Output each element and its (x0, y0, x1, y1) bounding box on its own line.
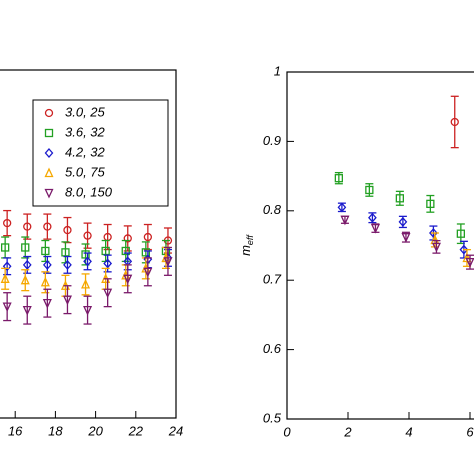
y-tick-label: 0.8 (263, 202, 282, 217)
y-tick-label: 0.7 (263, 272, 282, 287)
legend-label: 8.0, 150 (65, 184, 113, 199)
marker (370, 223, 380, 234)
marker (368, 212, 377, 223)
marker (40, 276, 50, 287)
marker (365, 185, 374, 195)
marker (429, 228, 438, 238)
marker (401, 233, 411, 243)
legend-marker (44, 128, 54, 138)
y-tick-label: 0.9 (263, 133, 281, 148)
legend-label: 4.2, 32 (65, 144, 106, 159)
marker (462, 252, 472, 263)
x-tick-label: 22 (128, 423, 144, 438)
plot-frame (286, 71, 474, 420)
marker (83, 231, 92, 240)
marker (123, 274, 133, 285)
legend-marker (44, 188, 54, 199)
marker (23, 222, 32, 231)
x-tick-label: 0 (283, 424, 291, 439)
marker (3, 218, 12, 228)
legend-box (32, 99, 169, 207)
marker (2, 261, 12, 272)
marker (163, 257, 173, 267)
marker (337, 202, 347, 213)
y-tick-label: 0.5 (263, 410, 282, 425)
x-tick-label: 18 (48, 423, 63, 438)
marker (340, 215, 350, 226)
legend-marker (44, 148, 54, 158)
marker (63, 259, 72, 270)
marker (398, 216, 408, 227)
legend-marker (44, 108, 54, 118)
marker (20, 274, 30, 285)
marker (101, 246, 110, 256)
marker (143, 232, 153, 242)
marker (41, 246, 50, 256)
x-tick-label: 2 (343, 424, 352, 439)
marker (22, 305, 32, 316)
marker (395, 194, 405, 203)
x-tick-label: 4 (405, 424, 412, 439)
marker (61, 248, 70, 257)
legend-label: 3.0, 25 (65, 104, 106, 119)
marker (81, 250, 90, 259)
y-axis-label-sub: eff (245, 234, 255, 246)
marker (81, 278, 91, 289)
x-tick-label: 16 (8, 423, 23, 438)
y-tick-label: 0.6 (263, 341, 282, 356)
y-tick-label: 1 (274, 63, 281, 78)
marker (103, 258, 113, 269)
plot-frame (0, 69, 177, 419)
legend-label: 5.0, 75 (65, 164, 106, 179)
marker (21, 243, 30, 252)
marker (121, 246, 130, 256)
legend-marker (44, 167, 54, 178)
marker (431, 242, 441, 253)
marker (63, 225, 72, 235)
marker (83, 305, 93, 316)
marker (426, 199, 435, 209)
x-tick-label: 20 (87, 423, 103, 438)
marker (459, 244, 469, 255)
marker (22, 259, 32, 270)
marker (42, 299, 52, 309)
y-axis-label-base: m (238, 245, 253, 256)
marker (0, 273, 10, 283)
x-tick-label: 24 (168, 423, 183, 438)
marker (123, 234, 132, 243)
marker (103, 288, 113, 299)
marker (62, 295, 72, 306)
legend-label: 3.6, 32 (65, 124, 106, 139)
marker (43, 222, 52, 231)
marker (334, 174, 344, 183)
x-tick-label: 6 (466, 424, 474, 439)
marker (143, 267, 153, 278)
marker (0, 243, 10, 252)
marker (141, 248, 151, 257)
marker (42, 259, 52, 270)
marker (2, 302, 12, 313)
y-axis-label: meff (238, 234, 255, 256)
marker (456, 229, 466, 238)
marker (450, 117, 459, 127)
marker (465, 258, 474, 268)
marker (83, 256, 92, 267)
